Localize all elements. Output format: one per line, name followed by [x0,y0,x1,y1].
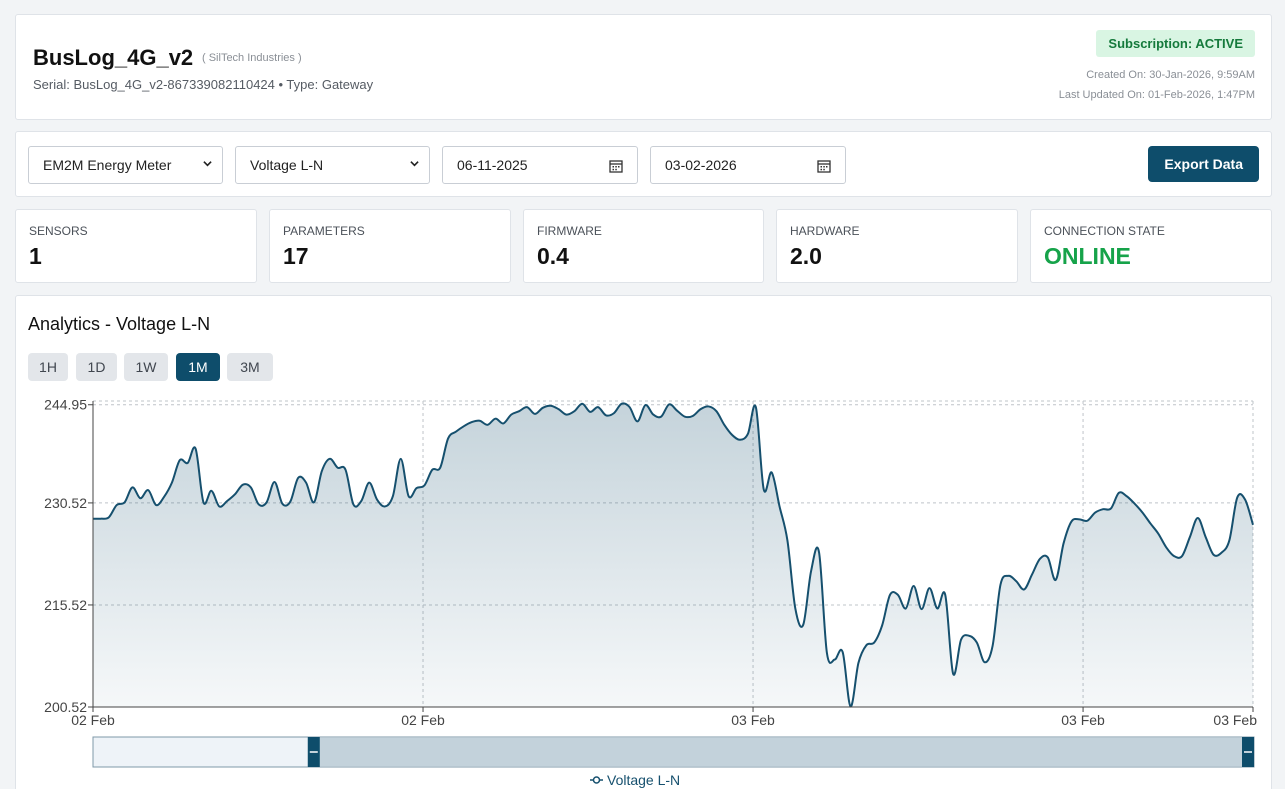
y-tick-label: 200.52 [44,699,87,715]
device-name: BusLog_4G_v2 [33,45,194,70]
stat-firmware: FIRMWARE 0.4 [523,209,764,283]
date-from-value: 06-11-2025 [457,157,528,173]
filter-toolbar: EM2M Energy Meter Voltage L-N 06-11-2025… [15,131,1272,197]
connection-state-value: ONLINE [1044,243,1131,269]
parameter-select[interactable]: Voltage L-N [235,146,430,184]
zoom-slider[interactable] [92,736,1255,768]
date-to-input[interactable]: 03-02-2026 [650,146,846,184]
calendar-icon[interactable] [609,159,623,173]
range-button-1h[interactable]: 1H [28,353,68,381]
y-tick-label: 244.95 [44,397,87,413]
y-tick-label: 230.52 [44,495,87,511]
x-tick-label: 03 Feb [731,712,775,728]
chevron-down-icon [203,161,212,167]
stat-label: HARDWARE [790,224,860,238]
meter-select[interactable]: EM2M Energy Meter [28,146,223,184]
range-button-3m[interactable]: 3M [227,353,273,381]
stat-value: 1 [29,243,42,269]
stat-value: 2.0 [790,243,822,269]
x-tick-label: 02 Feb [71,712,115,728]
legend-marker-icon [592,776,601,784]
date-from-input[interactable]: 06-11-2025 [442,146,638,184]
analytics-title: Analytics - Voltage L-N [28,314,211,334]
last-updated-on: Last Updated On: 01-Feb-2026, 1:47PM [1058,89,1255,101]
range-button-1w[interactable]: 1W [124,353,168,381]
stat-sensors: SENSORS 1 [15,209,257,283]
series-area [93,403,1253,707]
device-header: BusLog_4G_v2 ( SilTech Industries ) Seri… [15,14,1272,120]
date-to-value: 03-02-2026 [665,157,737,173]
legend-label: Voltage L-N [607,772,680,788]
x-tick-label: 03 Feb [1061,712,1105,728]
range-button-1d[interactable]: 1D [76,353,117,381]
stat-label: FIRMWARE [537,224,602,238]
slider-selection[interactable] [307,738,1254,766]
subscription-badge: Subscription: ACTIVE [1096,30,1255,57]
x-tick-label: 02 Feb [401,712,445,728]
created-on: Created On: 30-Jan-2026, 9:59AM [1086,69,1255,81]
chart-legend[interactable]: Voltage L-N [590,772,680,788]
stat-label: SENSORS [29,224,88,238]
stat-connection-state: CONNECTION STATE ONLINE [1030,209,1272,283]
stat-label: CONNECTION STATE [1044,224,1165,238]
stat-label: PARAMETERS [283,224,365,238]
range-button-1m[interactable]: 1M [176,353,220,381]
chevron-down-icon [410,161,419,167]
stat-value: 0.4 [537,243,569,269]
stat-hardware: HARDWARE 2.0 [776,209,1018,283]
y-tick-label: 215.52 [44,597,87,613]
parameter-select-value: Voltage L-N [250,157,324,173]
device-serial: Serial: BusLog_4G_v2-867339082110424 • T… [33,77,374,92]
stat-parameters: PARAMETERS 17 [269,209,511,283]
series-line-voltage-l-n [92,402,1254,708]
calendar-icon[interactable] [817,159,831,173]
stat-value: 17 [283,243,309,269]
device-company: ( SilTech Industries ) [202,52,302,64]
export-data-button[interactable]: Export Data [1148,146,1259,182]
meter-select-value: EM2M Energy Meter [43,157,172,173]
x-tick-label: 03 Feb [1213,712,1257,728]
